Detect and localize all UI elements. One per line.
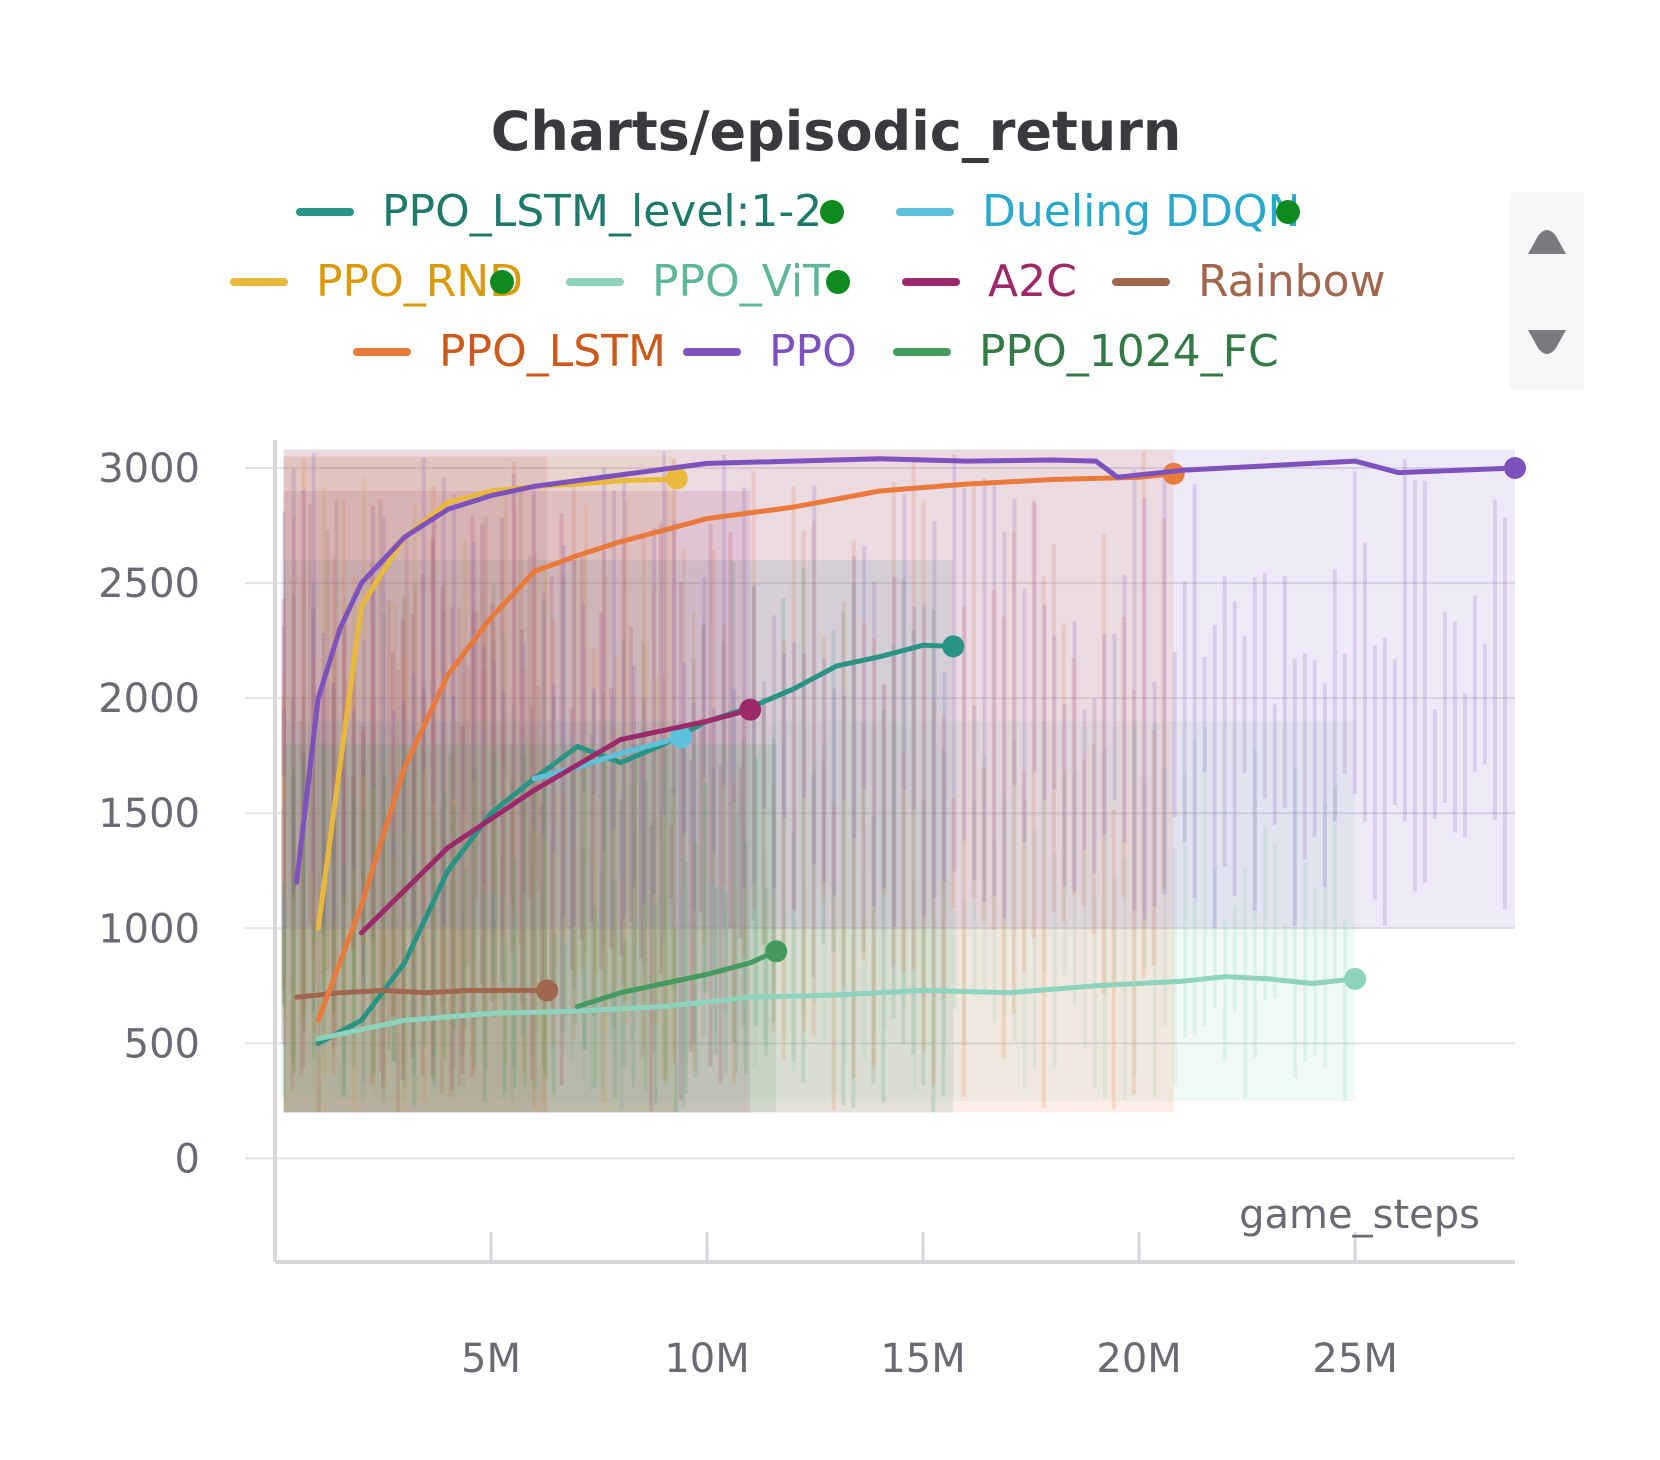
series-line [294,987,550,1000]
variance-band [283,456,677,1113]
y-tick-label: 0 [175,1136,200,1182]
x-tick-label: 25M [1312,1336,1397,1382]
series-lines [294,456,1526,1046]
series-end-point [665,467,688,490]
legend-label: A2C [988,256,1077,307]
legend-item[interactable]: PPO_1024_FC [893,326,1279,377]
variance-band [283,456,548,1113]
y-tick-label: 500 [124,1021,200,1067]
series-end-point [670,726,693,749]
legend-label: PPO [769,326,857,377]
legend: PPO_LSTM_level:1-2 Dueling DDQN PPO_RND PPO… [230,186,1386,377]
x-axis-label: game_steps [1239,1192,1480,1238]
legend-label: PPO_RND [316,256,523,307]
legend-item[interactable]: PPO_ViT [566,256,850,307]
series-line [315,642,956,1046]
legend-label: PPO_ViT [652,256,830,307]
status-dot [826,270,850,294]
status-dot [490,270,514,294]
series-end-point [1344,967,1367,990]
legend-item[interactable]: PPO [683,326,857,377]
x-tick-label: 15M [880,1336,965,1382]
series-line [315,974,1358,1042]
legend-label: Rainbow [1198,256,1386,307]
legend-item[interactable]: PPO_LSTM_level:1-2 [296,186,844,237]
variance-band [283,744,777,1113]
legend-item[interactable]: A2C [902,256,1077,307]
y-tick-label: 1500 [98,791,200,837]
series-end-point [942,635,965,658]
triangle-down-icon[interactable] [1528,330,1566,354]
legend-label: PPO_LSTM_level:1-2 [382,186,822,237]
series-line [574,948,779,1009]
variance-band [283,449,1515,929]
variance-band [283,721,1356,1101]
status-dot [1276,200,1300,224]
y-tick-label: 2000 [98,676,200,722]
series-end-point [765,940,788,963]
x-tick-label: 10M [664,1336,749,1382]
legend-scroll-panel [1510,192,1584,390]
x-tick-label: 5M [461,1336,521,1382]
series-line [358,707,753,936]
y-tick-label: 2500 [98,561,200,607]
series-end-point [1504,457,1526,480]
status-dot [820,200,844,224]
legend-item[interactable]: Dueling DDQN [896,186,1300,237]
series-line [294,456,1518,885]
series-line [315,471,1177,1023]
legend-item[interactable]: PPO_LSTM [353,326,666,377]
x-tick-label: 20M [1096,1336,1181,1382]
legend-label: Dueling DDQN [982,186,1300,237]
y-tick-label: 1000 [98,906,200,952]
variance-band [283,721,682,1113]
legend-item[interactable]: Rainbow [1112,256,1386,307]
axes [273,440,1515,1264]
triangle-up-icon[interactable] [1528,230,1566,254]
series-end-point [536,979,559,1002]
grid-lines [245,467,1515,1160]
tick-labels: 0 500 1000 1500 2000 2500 3000 5M 10M 15M 20M 25M [98,446,1398,1382]
legend-label: PPO_1024_FC [979,326,1279,377]
legend-item[interactable]: PPO_RND [230,256,523,307]
y-tick-label: 3000 [98,446,200,492]
legend-label: PPO_LSTM [439,326,666,377]
chart-title: Charts/episodic_return [491,100,1182,163]
legend-scroll-controls [1510,192,1584,390]
series-end-point [739,698,762,721]
